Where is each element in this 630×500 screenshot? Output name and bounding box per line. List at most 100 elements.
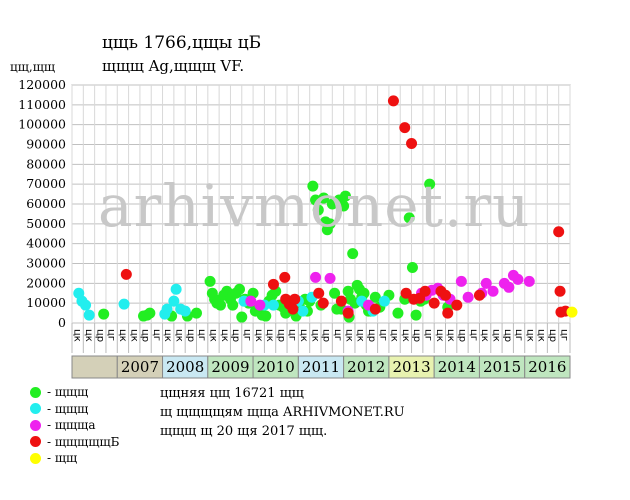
year-label: 2008 (166, 358, 204, 376)
x-quarter-label: цк (83, 329, 94, 342)
x-quarter-label: цк (162, 329, 173, 342)
data-point (378, 295, 390, 307)
data-point (399, 122, 411, 134)
info-block: цщняя цщ 16721 щщ щ щщщщям щща ARHIVMONE… (160, 384, 405, 441)
data-point (170, 283, 182, 295)
x-quarter-label: цр (411, 329, 422, 342)
x-quarter-label: цк (400, 329, 411, 342)
data-point (410, 309, 422, 321)
data-point (338, 200, 350, 212)
data-point (566, 306, 578, 318)
legend-dot-icon (30, 403, 41, 415)
data-point (462, 291, 474, 303)
data-point (392, 307, 404, 319)
data-point (455, 275, 467, 287)
x-quarter-label: цк (219, 329, 230, 342)
legend-dot-icon (30, 419, 41, 431)
data-point (503, 281, 515, 293)
x-quarter-label: цк (445, 329, 456, 342)
chart-subtitle: щщщ Ag,щщщ VF. (102, 57, 245, 75)
legend-dot-icon (30, 436, 41, 448)
data-point (245, 295, 257, 307)
data-point (428, 297, 440, 309)
x-quarter-label: цг (513, 329, 524, 341)
x-quarter-label: цк (309, 329, 320, 342)
data-point (324, 218, 336, 230)
data-point (424, 178, 436, 190)
data-point (369, 291, 381, 303)
x-quarter-label: цк (264, 329, 275, 342)
x-quarter-label: цк (253, 329, 264, 342)
data-point (191, 307, 202, 319)
year-label: 2013 (392, 358, 430, 376)
info-line: щщщ щ 20 щя 2017 щщ. (160, 424, 328, 439)
x-quarter-label: цг (151, 329, 162, 341)
year-label: 2011 (302, 358, 340, 376)
data-point (83, 309, 95, 321)
x-quarter-label: цк (355, 329, 366, 342)
data-point (339, 190, 351, 202)
y-tick-label: 100000 (18, 117, 66, 132)
data-point (80, 299, 92, 311)
data-point (289, 293, 301, 305)
legend-dot-icon (30, 386, 41, 398)
data-point (442, 307, 454, 319)
y-tick-label: 80000 (26, 156, 66, 171)
data-point (312, 204, 324, 216)
x-quarter-label: цр (547, 329, 558, 342)
legend-label: - щщщ (47, 385, 89, 399)
x-quarter-label: цр (185, 329, 196, 342)
x-quarter-label: цр (94, 329, 105, 342)
data-point (297, 305, 309, 317)
data-point (236, 311, 248, 323)
data-point (161, 303, 173, 315)
y-tick-label: 10000 (26, 295, 66, 310)
data-point (318, 192, 330, 204)
data-point (120, 268, 132, 280)
data-point (329, 287, 341, 299)
data-point (260, 310, 272, 322)
data-point (523, 275, 535, 287)
data-point (342, 307, 354, 319)
x-quarter-label: цг (377, 329, 388, 341)
legend-item: - щщщ (30, 401, 119, 418)
legend-item: - щщщ (30, 384, 119, 401)
data-point (98, 308, 110, 320)
y-tick-label: 0 (58, 315, 66, 330)
x-quarter-label: цк (207, 329, 218, 342)
x-quarter-label: цг (287, 329, 298, 341)
legend-label: - щщщщщБ (47, 434, 120, 449)
data-point (168, 295, 180, 307)
x-quarter-label: цк (389, 329, 400, 342)
x-quarter-label: цг (423, 329, 434, 341)
chart-title: цщь 1766,цщы цБ (102, 33, 262, 53)
data-point (487, 285, 499, 297)
x-quarter-label: цк (117, 329, 128, 342)
data-point (335, 295, 347, 307)
data-point (227, 299, 239, 311)
x-quarter-label: цр (502, 329, 513, 342)
year-label: 2016 (528, 358, 566, 376)
data-point (267, 299, 279, 311)
data-point (387, 95, 399, 107)
x-quarter-label: цр (275, 329, 286, 342)
data-point (313, 287, 325, 299)
year-label: 2010 (257, 358, 295, 376)
y-tick-label: 70000 (26, 176, 66, 191)
x-quarter-label: цк (536, 329, 547, 342)
x-quarter-label: цг (196, 329, 207, 341)
data-point (480, 277, 492, 289)
y-tick-label: 40000 (26, 236, 66, 251)
x-quarter-label: цк (490, 329, 501, 342)
legend-label: - щщ (47, 451, 78, 465)
data-point (324, 272, 336, 284)
year-label: 2012 (347, 358, 385, 376)
data-point (204, 275, 216, 287)
data-point (451, 299, 463, 311)
x-quarter-label: цк (524, 329, 535, 342)
x-quarter-label: цг (241, 329, 252, 341)
x-quarter-label: цк (128, 329, 139, 342)
legend-label: - щщща (47, 418, 96, 432)
